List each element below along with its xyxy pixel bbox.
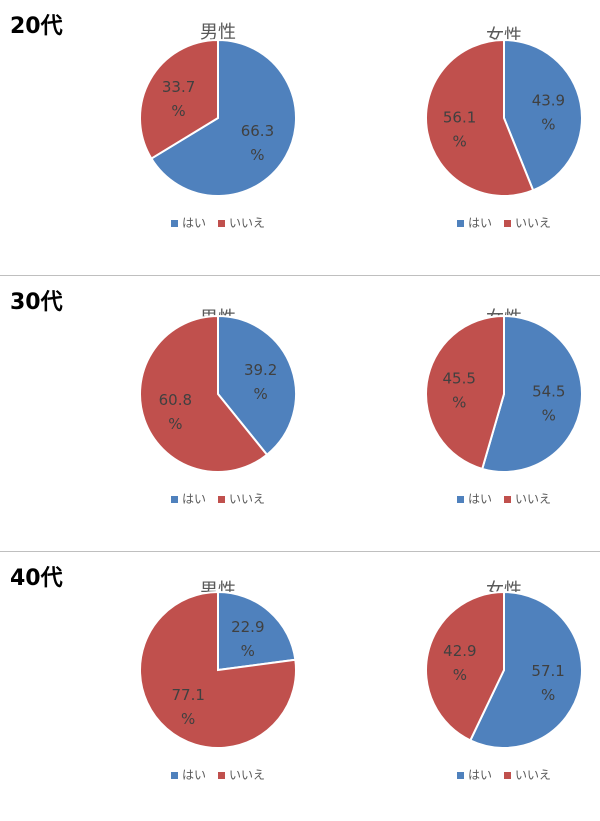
legend-item-yes: はい — [456, 214, 492, 231]
legend-swatch — [170, 219, 178, 227]
legend-item-no: いいえ — [218, 214, 265, 231]
chart-legend: はい いいえ — [404, 490, 600, 507]
pie-chart: 女性 57.1% 42.9% はい いいえ — [404, 556, 600, 806]
data-label: 39.2% — [244, 361, 277, 403]
legend-label: いいえ — [515, 216, 552, 230]
chart-legend: はい いいえ — [118, 490, 318, 507]
chart-legend: はい いいえ — [404, 766, 600, 783]
data-label: 54.5% — [532, 382, 565, 424]
pie-svg: 39.2 % 60.8% — [139, 314, 297, 473]
section-divider — [0, 551, 600, 552]
data-label: 33.7% — [162, 78, 195, 120]
legend-label: はい — [181, 216, 206, 230]
pie-slice-no — [425, 314, 505, 471]
legend-label: いいえ — [515, 492, 552, 506]
legend-item-yes: はい — [170, 766, 206, 783]
legend-swatch — [456, 495, 464, 503]
data-label: 56.1% — [443, 109, 476, 151]
legend-item-no: いいえ — [504, 214, 551, 231]
legend-label: いいえ — [229, 768, 266, 782]
legend-swatch — [218, 771, 225, 779]
legend-item-yes: はい — [170, 214, 206, 231]
age-section: 20代 男性 66.3% 33.7% はい いいえ 女性 43.9% 56.1% はい いいえ — [0, 0, 600, 275]
legend-item-yes: はい — [456, 490, 492, 507]
legend-swatch — [218, 495, 225, 503]
legend-swatch — [504, 495, 511, 503]
legend-label: いいえ — [229, 492, 266, 506]
pie-chart: 女性 43.9% 56.1% はい いいえ — [404, 4, 600, 254]
data-label: 22.9% — [231, 618, 264, 660]
pie-slice-yes — [480, 314, 583, 473]
pie-chart: 男性 66.3% 33.7% はい いいえ — [118, 4, 318, 254]
pie-slice-yes — [217, 590, 297, 672]
pie-svg: 22.9 % 77.1% — [139, 590, 297, 749]
pie-slice-no — [139, 590, 297, 749]
data-label: 57.1% — [531, 662, 564, 704]
pie-slice-no — [425, 590, 505, 742]
chart-title: 男性 — [200, 22, 236, 43]
data-label: 77.1% — [171, 686, 204, 728]
legend-label: いいえ — [229, 216, 266, 230]
data-label: 42.9% — [443, 642, 476, 684]
chart-legend: はい いいえ — [118, 766, 318, 783]
legend-swatch — [504, 771, 511, 779]
legend-label: はい — [467, 216, 492, 230]
pie-chart: 男性 22.9% 77.1% はい いいえ — [118, 556, 318, 806]
legend-item-no: いいえ — [504, 766, 551, 783]
age-section: 40代 男性 22.9% 77.1% はい いいえ 女性 57.1% 42.9% はい いいえ — [0, 552, 600, 821]
data-label: 43.9% — [532, 91, 565, 133]
legend-label: はい — [181, 492, 206, 506]
pie-svg: 43.9 % 56.1% — [425, 38, 583, 197]
pie-slice-no — [139, 38, 219, 160]
data-label: 60.8% — [159, 391, 192, 433]
age-group-label: 20代 — [10, 14, 63, 39]
legend-swatch — [218, 219, 225, 227]
legend-swatch — [170, 771, 178, 779]
legend-label: はい — [467, 492, 492, 506]
pie-svg: 66.3 % 33.7% — [139, 38, 297, 197]
legend-swatch — [504, 219, 511, 227]
section-divider — [0, 275, 600, 276]
chart-legend: はい いいえ — [404, 214, 600, 231]
data-label: 66.3% — [241, 122, 274, 164]
legend-item-yes: はい — [170, 490, 206, 507]
pie-slice-no — [425, 38, 535, 197]
pie-slice-yes — [217, 314, 297, 457]
legend-item-yes: はい — [456, 766, 492, 783]
pie-slice-yes — [149, 38, 297, 197]
chart-legend: はい いいえ — [118, 214, 318, 231]
data-label: 45.5% — [443, 370, 476, 412]
age-group-label: 40代 — [10, 566, 63, 591]
pie-svg: 54.5 % 45.5% — [425, 314, 583, 473]
legend-swatch — [456, 771, 464, 779]
pie-svg: 57.1 % 42.9% — [425, 590, 583, 749]
pie-slice-yes — [469, 590, 583, 749]
legend-item-no: いいえ — [218, 766, 265, 783]
legend-label: はい — [467, 768, 492, 782]
legend-item-no: いいえ — [504, 490, 551, 507]
legend-label: はい — [181, 768, 206, 782]
age-group-label: 30代 — [10, 290, 63, 315]
pie-slice-no — [139, 314, 269, 473]
legend-label: いいえ — [515, 768, 552, 782]
legend-swatch — [170, 495, 178, 503]
pie-slice-yes — [503, 38, 583, 192]
legend-item-no: いいえ — [218, 490, 265, 507]
legend-swatch — [456, 219, 464, 227]
